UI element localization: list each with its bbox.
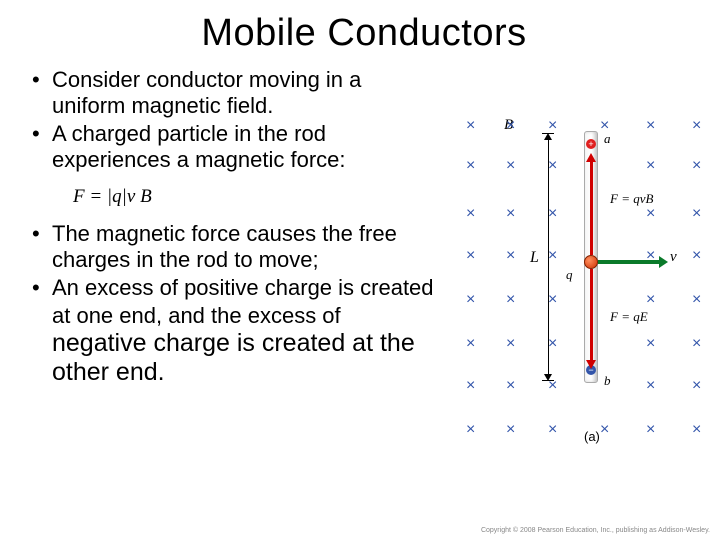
bullet-list-2: The magnetic force causes the free charg… [28,221,440,387]
field-cross-icon: × [506,157,515,175]
bullet-4: An excess of positive charge is created … [28,275,440,387]
content-row: Consider conductor moving in a uniform m… [28,67,700,447]
formula: F = |q|v B [68,183,157,211]
force-up-arrow [590,153,593,255]
label-b: b [604,373,611,389]
field-cross-icon: × [692,421,701,439]
field-cross-icon: × [466,421,475,439]
field-cross-icon: × [466,157,475,175]
field-cross-icon: × [692,291,701,309]
center-charge-icon [584,255,598,269]
bullet-list-1: Consider conductor moving in a uniform m… [28,67,440,173]
field-cross-icon: × [548,205,557,223]
field-cross-icon: × [646,157,655,175]
bullet-1: Consider conductor moving in a uniform m… [28,67,440,119]
caption-a: (a) [584,429,600,444]
slide-title: Mobile Conductors [28,12,700,55]
slide: Mobile Conductors Consider conductor mov… [0,0,720,540]
field-cross-icon: × [646,291,655,309]
field-cross-icon: × [466,117,475,135]
label-L: L [530,249,539,267]
velocity-arrow [598,260,668,264]
text-column: Consider conductor moving in a uniform m… [28,67,448,447]
field-cross-icon: × [506,335,515,353]
label-v: v⃗ [670,249,688,266]
field-cross-icon: × [548,247,557,265]
field-cross-icon: × [506,421,515,439]
field-cross-icon: × [548,157,557,175]
field-cross-icon: × [466,247,475,265]
field-cross-icon: × [692,335,701,353]
field-cross-icon: × [646,335,655,353]
field-cross-icon: × [466,377,475,395]
force-down-arrow [590,269,593,369]
field-cross-icon: × [466,291,475,309]
field-cross-icon: × [646,421,655,439]
field-cross-icon: × [548,335,557,353]
bullet-3: The magnetic force causes the free charg… [28,221,440,273]
field-cross-icon: × [692,205,701,223]
field-cross-icon: × [548,377,557,395]
label-q: q [566,267,573,283]
field-cross-icon: × [548,291,557,309]
field-cross-icon: × [692,377,701,395]
field-cross-icon: × [548,117,557,135]
formula-text: F = |q|v B [73,186,152,207]
field-cross-icon: × [600,117,609,135]
rod-diagram: L + − [448,77,708,447]
plus-charge-icon: + [586,139,596,149]
field-cross-icon: × [548,421,557,439]
field-cross-icon: × [646,205,655,223]
field-cross-icon: × [506,377,515,395]
field-cross-icon: × [692,247,701,265]
field-cross-icon: × [506,205,515,223]
diagram-column: L + − [448,67,708,447]
label-F2: F = qE [610,309,648,325]
copyright-text: Copyright © 2008 Pearson Education, Inc.… [481,527,710,534]
field-cross-icon: × [646,377,655,395]
field-cross-icon: × [466,205,475,223]
field-cross-icon: × [692,117,701,135]
field-cross-icon: × [506,117,515,135]
field-cross-icon: × [692,157,701,175]
field-cross-icon: × [506,291,515,309]
field-cross-icon: × [646,247,655,265]
field-cross-icon: × [646,117,655,135]
field-cross-icon: × [506,247,515,265]
field-cross-icon: × [466,335,475,353]
bullet-2: A charged particle in the rod experience… [28,121,440,173]
field-cross-icon: × [600,421,609,439]
